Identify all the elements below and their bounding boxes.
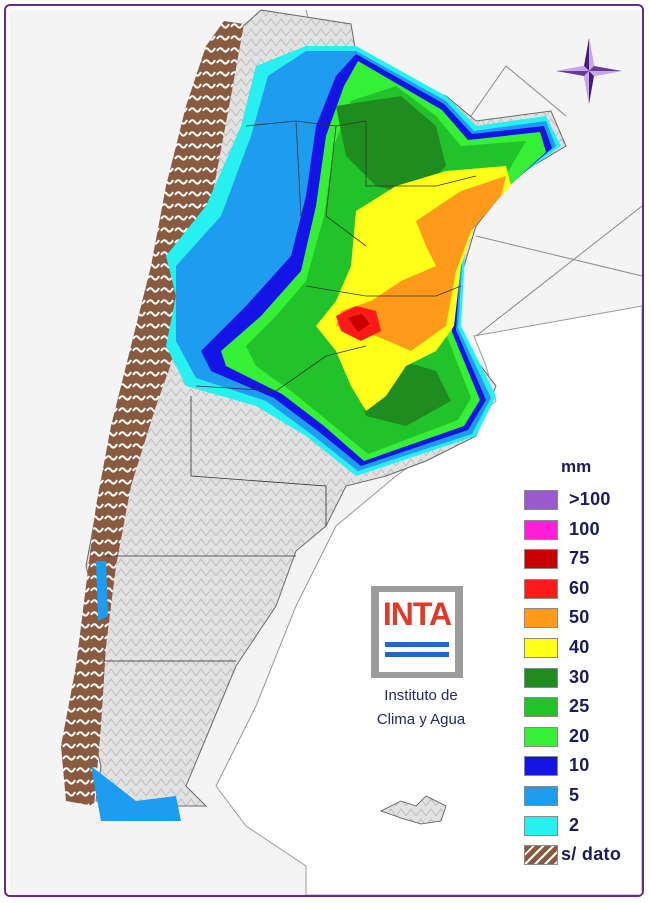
legend-label: 5 xyxy=(569,785,580,805)
inta-logo-word: INTA xyxy=(382,596,452,632)
legend-label: s/ dato xyxy=(561,844,622,865)
inta-logo-bar xyxy=(385,642,449,647)
legend-swatch xyxy=(524,786,558,806)
inta-caption: Instituto de Clima y Agua xyxy=(346,684,496,732)
legend-item: >100 xyxy=(521,488,641,512)
rain-50mm xyxy=(336,176,506,351)
legend-item: 75 xyxy=(521,547,641,571)
map-frame: mm >100 100 75 60 50 40 30 25 20 10 5 2 s/ dato INTA… xyxy=(4,4,644,897)
legend-swatch xyxy=(524,697,558,718)
legend-item: 40 xyxy=(521,636,641,660)
legend-swatch xyxy=(524,667,558,688)
legend-label: 25 xyxy=(569,696,590,717)
legend-label: 60 xyxy=(569,577,590,598)
legend-label: >100 xyxy=(569,489,611,509)
legend-label: 20 xyxy=(569,725,590,746)
legend-swatch xyxy=(524,490,558,510)
legend-title: mm xyxy=(561,457,592,476)
compass-rose-icon xyxy=(556,38,622,104)
rain-south-coast xyxy=(91,561,181,821)
legend-swatch xyxy=(524,756,558,777)
legend-swatch xyxy=(524,608,558,629)
rain-75mm xyxy=(348,314,370,332)
legend-label: 10 xyxy=(569,755,590,776)
precipitation-map xyxy=(10,9,642,895)
legend-swatch xyxy=(524,845,558,866)
legend-swatch xyxy=(524,578,558,599)
legend-item: 100 xyxy=(521,518,641,542)
province-borders xyxy=(101,120,477,662)
legend-label: 50 xyxy=(569,607,590,628)
legend-item: 10 xyxy=(521,754,641,778)
inta-logo-bar xyxy=(385,652,449,657)
legend-label: 40 xyxy=(569,637,590,657)
legend-item: 60 xyxy=(521,577,641,601)
inta-logo: INTA xyxy=(371,586,463,678)
legend-item: s/ dato xyxy=(521,843,641,867)
legend-swatch xyxy=(524,726,558,747)
inta-logo-panel: INTA xyxy=(379,592,455,672)
legend-swatch xyxy=(524,815,558,836)
legend-item: 25 xyxy=(521,695,641,719)
legend-label: 100 xyxy=(569,518,600,539)
inta-caption-line1: Instituto de xyxy=(384,687,458,704)
inta-caption-line2: Clima y Agua xyxy=(376,711,466,728)
legend-label: 75 xyxy=(569,548,590,569)
islands xyxy=(379,795,447,825)
legend-item: 5 xyxy=(521,784,641,808)
legend-label: 2 xyxy=(569,814,580,835)
legend-label: 30 xyxy=(569,666,590,687)
legend-swatch xyxy=(524,549,558,570)
legend-item: 2 xyxy=(521,814,641,838)
legend-swatch xyxy=(524,519,558,540)
legend-item: 50 xyxy=(521,606,641,630)
legend-swatch xyxy=(524,638,558,658)
legend-item: 30 xyxy=(521,666,641,690)
legend-item: 20 xyxy=(521,725,641,749)
